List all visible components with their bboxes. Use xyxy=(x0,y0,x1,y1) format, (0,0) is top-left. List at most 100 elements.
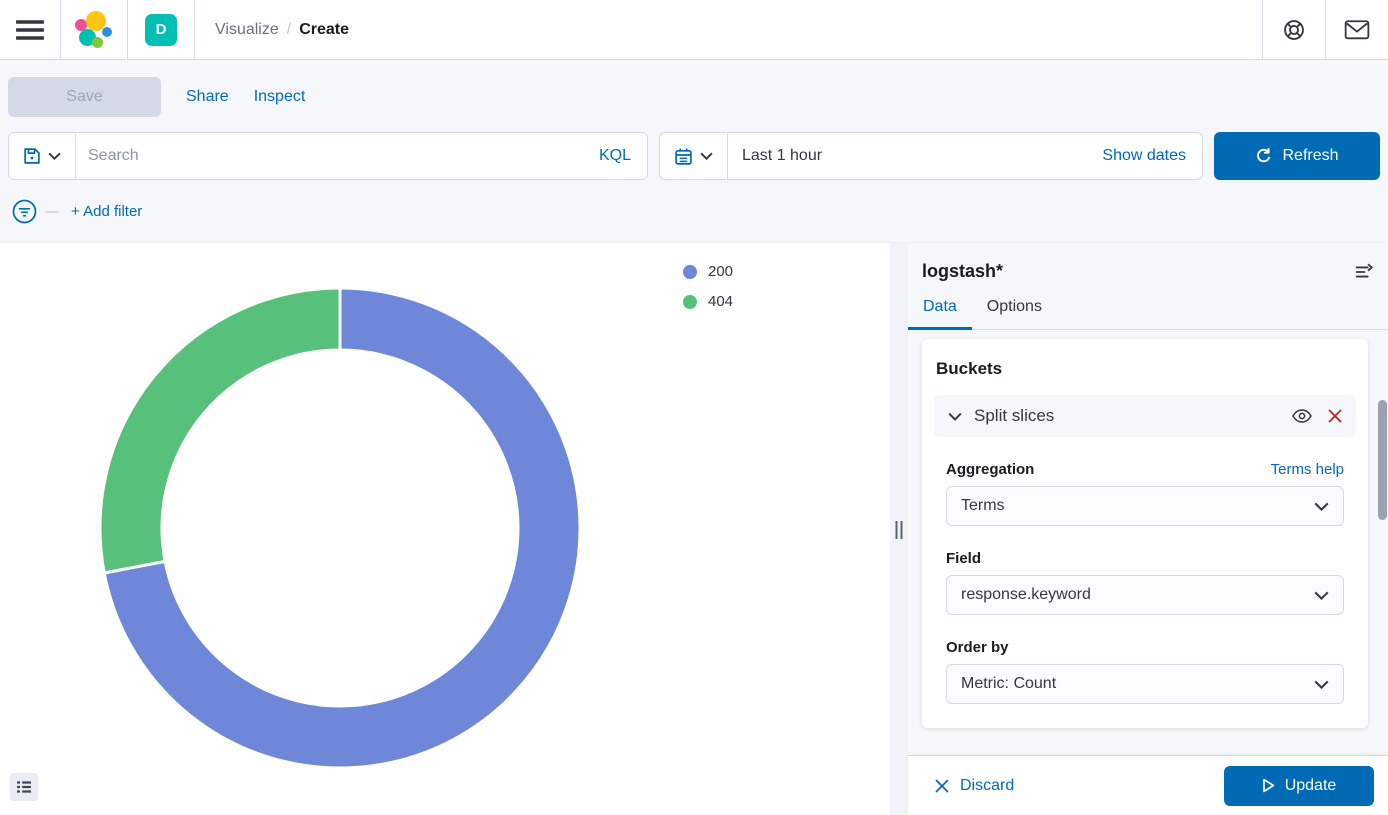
chevron-down-icon xyxy=(1314,591,1329,600)
help-icon xyxy=(1284,19,1304,40)
panel-resizer[interactable] xyxy=(890,243,908,815)
collapse-panel-button[interactable] xyxy=(1354,263,1374,281)
scrollbar-thumb[interactable] xyxy=(1378,400,1387,520)
aggregation-select[interactable]: Terms xyxy=(946,486,1344,526)
field-select[interactable]: response.keyword xyxy=(946,575,1344,615)
chevron-down-icon xyxy=(1314,680,1329,689)
menu-button[interactable] xyxy=(0,0,60,59)
calendar-icon xyxy=(675,147,692,165)
field-group: Field response.keyword xyxy=(946,550,1344,615)
main-content: 200 404 logstash* Data xyxy=(0,243,1388,815)
legend-dot-icon xyxy=(683,294,697,309)
buckets-card: Buckets Split slices xyxy=(922,339,1368,728)
kql-button[interactable]: KQL xyxy=(598,147,631,164)
panel-footer: Discard Update xyxy=(908,755,1388,815)
breadcrumb: Visualize / Create xyxy=(215,21,349,39)
legend-item-404[interactable]: 404 xyxy=(683,293,733,310)
collapse-panel-icon xyxy=(1355,263,1373,277)
header-divider xyxy=(60,0,61,59)
aggregation-value: Terms xyxy=(961,497,1005,514)
hamburger-icon xyxy=(16,19,44,40)
legend-label: 404 xyxy=(708,293,734,310)
eye-icon xyxy=(1292,409,1312,423)
breadcrumb-create: Create xyxy=(299,20,350,38)
donut-chart xyxy=(98,286,582,770)
header-divider xyxy=(127,0,128,59)
split-slices-label: Split slices xyxy=(974,406,1055,425)
discard-x-icon xyxy=(935,779,949,792)
order-by-label: Order by xyxy=(946,639,1009,656)
add-filter-button[interactable]: + Add filter xyxy=(71,203,143,220)
breadcrumb-visualize[interactable]: Visualize xyxy=(215,20,279,38)
breadcrumb-separator: / xyxy=(286,20,292,38)
space-badge[interactable]: D xyxy=(145,13,177,46)
legend-toggle-button[interactable] xyxy=(10,773,38,801)
mail-icon xyxy=(1344,19,1370,39)
refresh-icon xyxy=(1257,147,1271,162)
filter-bar: + Add filter xyxy=(12,196,1388,227)
chart-legend: 200 404 xyxy=(683,263,733,310)
update-button[interactable]: Update xyxy=(1224,765,1374,806)
refresh-button[interactable]: Refresh xyxy=(1214,132,1380,180)
index-pattern-title: logstash* xyxy=(922,261,1004,281)
tab-options[interactable]: Options xyxy=(986,298,1042,315)
remove-bucket-button[interactable] xyxy=(1328,409,1342,423)
order-by-group: Order by Metric: Count xyxy=(946,639,1344,704)
header-divider xyxy=(1262,0,1263,59)
floppy-save-icon xyxy=(24,148,40,164)
legend-dot-icon xyxy=(683,264,697,279)
chevron-down-icon xyxy=(948,412,962,421)
update-label: Update xyxy=(1284,776,1337,794)
filter-divider xyxy=(45,210,59,213)
panel-tabs: Data Options xyxy=(908,298,1388,330)
saved-query-menu-button[interactable] xyxy=(9,133,76,179)
config-panel: logstash* Data Options Buckets xyxy=(908,243,1388,815)
order-by-value: Metric: Count xyxy=(961,675,1057,692)
field-label: Field xyxy=(946,550,982,567)
discard-label: Discard xyxy=(960,776,1015,794)
aggregation-group: Aggregation Terms help Terms xyxy=(946,461,1344,526)
buckets-heading: Buckets xyxy=(936,359,1003,378)
field-value: response.keyword xyxy=(961,586,1091,603)
help-button[interactable] xyxy=(1263,0,1325,59)
header-bar: D Visualize / Create xyxy=(0,0,1388,60)
tab-data[interactable]: Data xyxy=(908,298,972,330)
header-divider xyxy=(194,0,195,59)
search-box: KQL xyxy=(8,132,648,180)
aggregation-label: Aggregation xyxy=(946,461,1035,478)
query-bar: KQL Last 1 hour Show dates xyxy=(8,132,1380,180)
resize-grip-icon xyxy=(895,521,903,539)
chevron-down-icon xyxy=(1314,502,1329,511)
inspect-button[interactable]: Inspect xyxy=(253,88,306,105)
search-input[interactable] xyxy=(76,147,583,165)
play-icon xyxy=(1262,778,1274,793)
legend-item-200[interactable]: 200 xyxy=(683,263,733,280)
terms-help-link[interactable]: Terms help xyxy=(1270,461,1344,478)
chevron-down-icon xyxy=(700,152,713,160)
remove-x-icon xyxy=(1328,409,1342,423)
visualization-canvas: 200 404 xyxy=(0,243,890,815)
visualize-toolbar-section: Save Share Inspect KQL xyxy=(0,60,1388,243)
action-row: Save Share Inspect xyxy=(0,60,1388,117)
filter-circle-icon[interactable] xyxy=(12,199,37,224)
date-picker: Last 1 hour Show dates xyxy=(659,132,1203,180)
header-divider xyxy=(1325,0,1326,59)
chevron-down-icon xyxy=(48,152,61,160)
order-by-select[interactable]: Metric: Count xyxy=(946,664,1344,704)
share-button[interactable]: Share xyxy=(186,88,229,105)
toggle-visibility-button[interactable] xyxy=(1292,409,1312,423)
time-range-value[interactable]: Last 1 hour xyxy=(742,147,823,164)
elastic-logo[interactable] xyxy=(75,10,113,50)
discard-button[interactable]: Discard xyxy=(935,777,1014,795)
refresh-label: Refresh xyxy=(1282,147,1339,164)
date-picker-menu-button[interactable] xyxy=(660,133,728,179)
split-slices-row[interactable]: Split slices xyxy=(934,395,1356,437)
legend-list-icon xyxy=(17,781,31,793)
pie-slice-404[interactable] xyxy=(98,286,342,575)
pie-slice-200[interactable] xyxy=(102,286,582,770)
newsfeed-button[interactable] xyxy=(1326,0,1388,59)
legend-label: 200 xyxy=(708,263,734,280)
save-button[interactable]: Save xyxy=(8,77,161,117)
show-dates-button[interactable]: Show dates xyxy=(1102,147,1186,164)
